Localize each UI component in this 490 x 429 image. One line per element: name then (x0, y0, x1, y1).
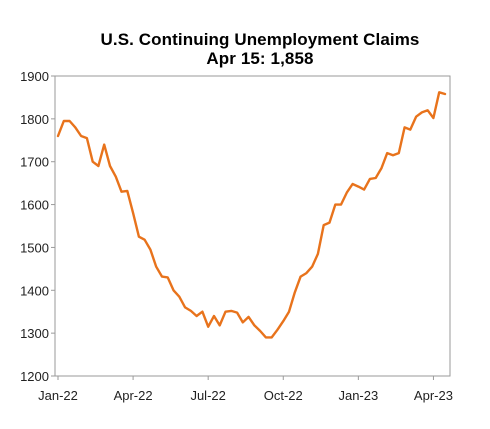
y-tick-label: 1500 (20, 240, 49, 255)
series-line (56, 91, 447, 339)
y-tick-label: 1900 (20, 69, 49, 84)
chart-title: U.S. Continuing Unemployment Claims (100, 30, 420, 49)
y-tick-label: 1300 (20, 326, 49, 341)
x-tick-label: Apr-22 (114, 388, 153, 403)
x-tick-label: Jul-22 (190, 388, 225, 403)
x-tick-label: Apr-23 (414, 388, 453, 403)
y-tick-label: 1800 (20, 112, 49, 127)
x-tick-label: Jan-22 (38, 388, 78, 403)
y-tick-label: 1700 (20, 155, 49, 170)
y-tick-label: 1400 (20, 283, 49, 298)
y-tick-label: 1600 (20, 198, 49, 213)
x-tick-label: Oct-22 (264, 388, 303, 403)
x-tick-label: Jan-23 (338, 388, 378, 403)
y-tick-label: 1200 (20, 369, 49, 384)
plot-frame (54, 75, 451, 377)
chart-subtitle: Apr 15: 1,858 (206, 49, 314, 68)
